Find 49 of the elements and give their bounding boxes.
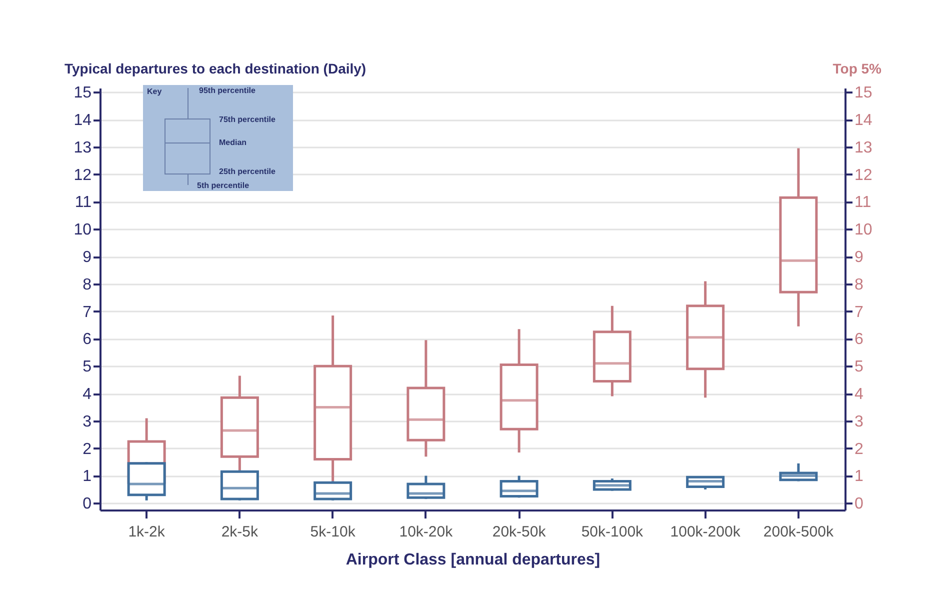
x-tick-label: 100k-200k	[670, 524, 741, 540]
x-tick-label: 10k-20k	[399, 524, 454, 540]
y2-tick-label: 14	[854, 112, 872, 130]
y-tick-label: 7	[82, 304, 92, 321]
y2-tick-label: 13	[854, 139, 872, 156]
y2-tick-label: 11	[854, 194, 872, 212]
y-tick-label: 6	[82, 331, 92, 348]
y-tick-label: 0	[82, 496, 92, 513]
y2-tick-label: 10	[854, 222, 872, 239]
annotation: 95th percentile	[199, 86, 256, 95]
annotation: 5th percentile	[197, 181, 250, 190]
y-tick-label: 15	[74, 84, 92, 102]
y2-tick-label: 12	[854, 166, 872, 184]
x-tick-label: 1k-2k	[128, 524, 166, 540]
x-tick-label: 5k-10k	[310, 524, 356, 540]
annotation: 25th percentile	[219, 167, 276, 176]
y-tick-label: 9	[82, 249, 92, 266]
y2-axis-title: Top 5%	[832, 60, 882, 76]
y2-tick-label: 6	[854, 331, 864, 348]
y-tick-label: 14	[74, 112, 92, 130]
x-tick-label: 20k-50k	[492, 524, 546, 540]
annotation: Median	[219, 138, 247, 147]
y-tick-label: 10	[74, 222, 92, 239]
y-tick-label: 8	[82, 276, 92, 294]
y-tick-label: 11	[74, 194, 92, 212]
y2-tick-label: 8	[854, 276, 864, 294]
x-axis-title: Airport Class [annual departures]	[346, 552, 600, 568]
y2-tick-label: 7	[854, 304, 864, 321]
y-tick-label: 13	[74, 139, 92, 156]
y2-tick-label: 3	[854, 413, 864, 430]
y2-tick-label: 15	[854, 84, 872, 102]
y2-tick-label: 4	[854, 386, 864, 404]
y-tick-label: 1	[82, 468, 92, 486]
y-tick-label: 2	[82, 440, 92, 458]
x-tick-label: 200k-500k	[763, 524, 834, 540]
y2-tick-label: 9	[854, 249, 864, 266]
annotation: 75th percentile	[219, 115, 276, 124]
y-tick-label: 3	[82, 413, 92, 430]
annotation: Key	[147, 87, 162, 96]
y2-tick-label: 0	[854, 496, 864, 513]
y-tick-label: 5	[82, 358, 92, 376]
y2-tick-label: 2	[854, 440, 864, 458]
y2-tick-label: 1	[854, 468, 864, 486]
x-tick-label: 2k-5k	[221, 524, 259, 540]
y-tick-label: 4	[82, 386, 92, 404]
y-tick-label: 12	[74, 166, 92, 184]
y-axis-title: Typical departures to each destination (Daily)	[64, 60, 366, 76]
x-tick-label: 50k-100k	[581, 524, 644, 540]
y2-tick-label: 5	[854, 358, 864, 376]
